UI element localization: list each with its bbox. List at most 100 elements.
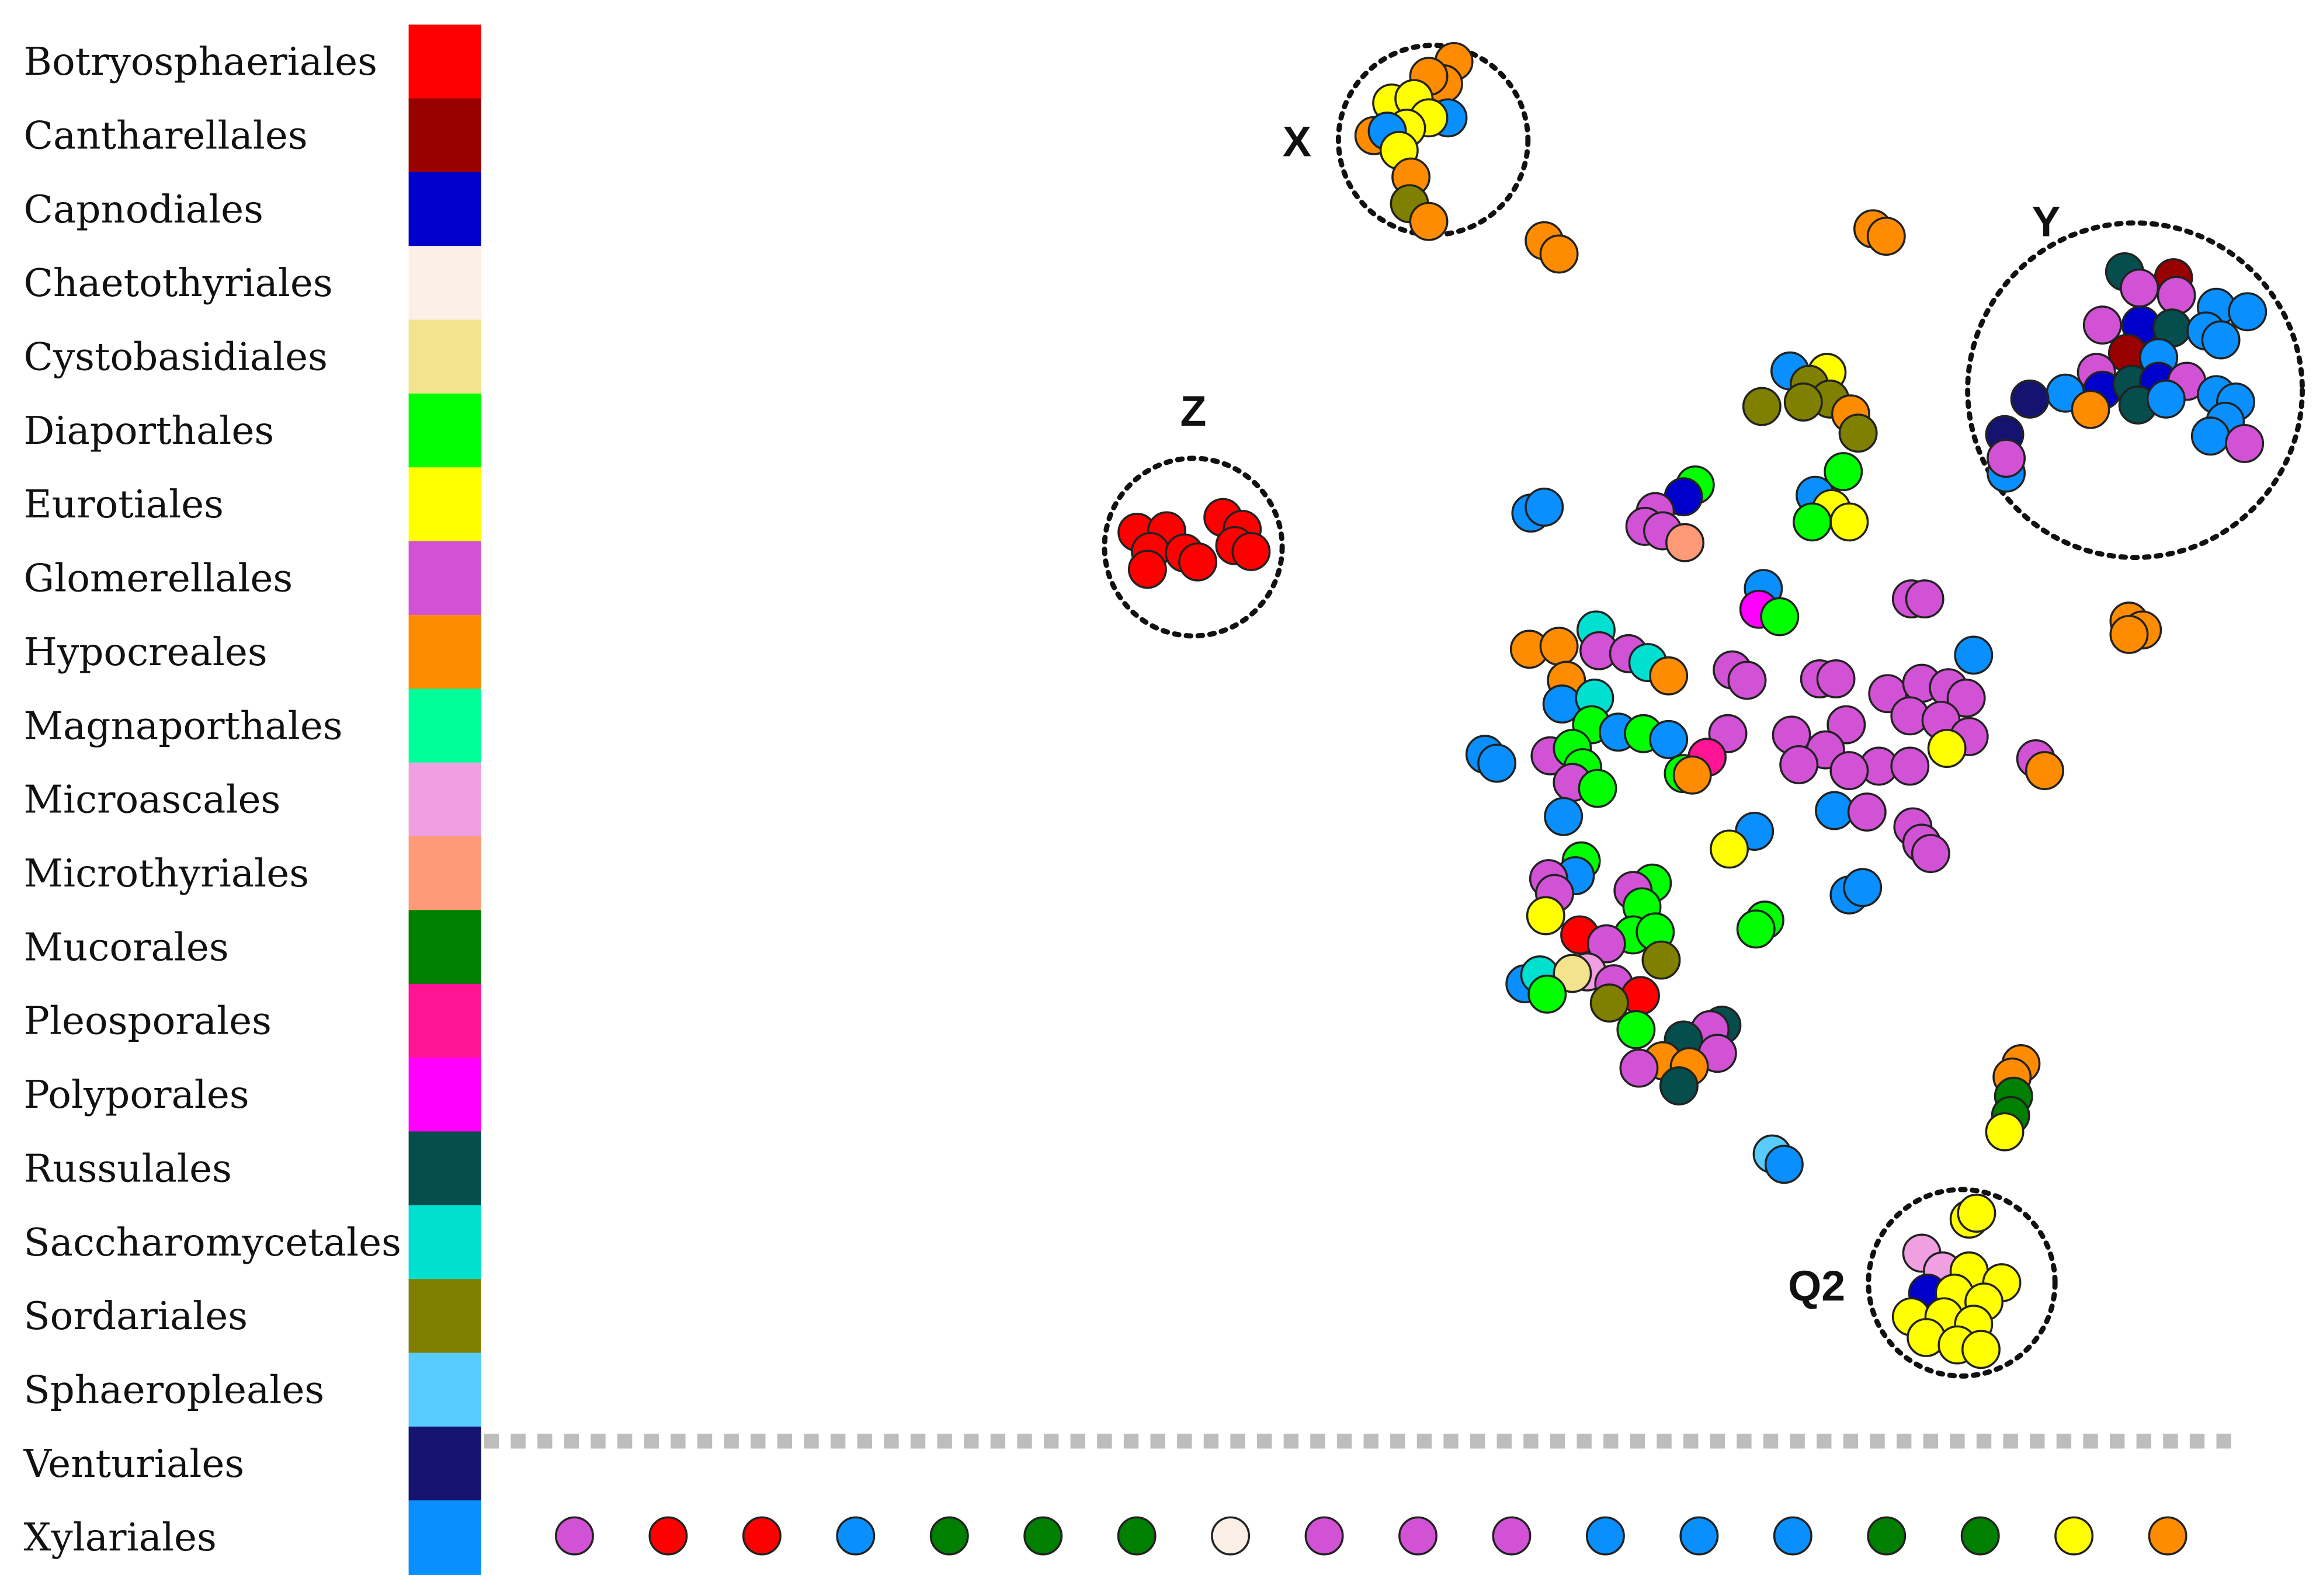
point-xylariales [2146, 379, 2186, 419]
point-diaporthales [1736, 909, 1776, 949]
bottom-point-glomerellales [1398, 1516, 1437, 1556]
legend-label-sordariales: Sordariales [24, 1294, 248, 1338]
legend-swatch-microthyriales [408, 836, 481, 911]
point-xylariales [1954, 635, 1994, 675]
point-xylariales [1815, 791, 1854, 830]
bottom-point-xylariales [1585, 1516, 1625, 1556]
legend-label-glomerellales: Glomerellales [24, 556, 293, 601]
legend-label-capnodiales: Capnodiales [24, 187, 263, 232]
legend-swatch-diaporthales [408, 393, 481, 468]
point-hypocreales [1649, 656, 1689, 696]
point-xylariales [1843, 868, 1883, 907]
cluster-outlines: X Y Z Q2 [1102, 43, 2305, 1379]
bottom-point-glomerellales [555, 1516, 594, 1556]
bottom-point-mucorales [929, 1516, 969, 1556]
point-xylariales [2201, 320, 2241, 360]
point-diaporthales [1824, 452, 1863, 492]
legend-label-chaetothyriales: Chaetothyriales [24, 260, 333, 305]
bottom-point-glomerellales [1304, 1516, 1344, 1556]
point-glomerellales [1727, 660, 1767, 700]
legend-swatch-cystobasidiales [408, 319, 481, 395]
point-eurotiales [1985, 1112, 2025, 1152]
legend-swatch-polyporales [408, 1058, 481, 1132]
legend-swatch-xylariales [408, 1500, 481, 1575]
legend-swatch-mucorales [408, 910, 481, 985]
legend-swatch-sordariales [408, 1279, 481, 1354]
legend-swatch-pleosporales [408, 983, 481, 1059]
point-hypocreales [1539, 627, 1579, 666]
point-botryosphaeriales [1127, 550, 1167, 589]
point-cystobasidiales [1553, 954, 1592, 993]
cluster-label-q2: Q2 [1788, 1261, 1845, 1310]
point-xylariales [1764, 1145, 1804, 1184]
legend-label-hypocreales: Hypocreales [24, 630, 268, 674]
legend-label-russulales: Russulales [24, 1146, 232, 1191]
point-diaporthales [1760, 597, 1800, 637]
point-glomerellales [1905, 579, 1944, 619]
point-hypocreales [1866, 217, 1906, 256]
legend-label-cantharellales: Cantharellales [24, 113, 308, 158]
legend-label-sphaeropleales: Sphaeropleales [24, 1368, 325, 1413]
point-glomerellales [1829, 751, 1869, 791]
bottom-point-botryosphaeriales [742, 1516, 782, 1556]
legend-label-venturiales: Venturiales [23, 1441, 245, 1486]
point-sordariales [1742, 387, 1782, 426]
point-hypocreales [1409, 201, 1449, 241]
bottom-point-mucorales [1960, 1516, 2000, 1556]
point-hypocreales [2025, 751, 2064, 791]
point-microthyriales [1665, 523, 1704, 562]
point-diaporthales [1578, 769, 1617, 808]
point-eurotiales [1829, 502, 1869, 542]
bottom-point-xylariales [1773, 1516, 1812, 1556]
bottom-row-points [555, 1516, 2187, 1556]
legend-label-saccharomycetales: Saccharomycetales [24, 1220, 401, 1265]
legend-label-eurotiales: Eurotiales [24, 482, 224, 527]
legend-swatch-microascales [408, 762, 481, 837]
bottom-point-mucorales [1023, 1516, 1063, 1556]
point-glomerellales [1619, 1048, 1659, 1088]
legend-label-microthyriales: Microthyriales [24, 851, 310, 896]
point-glomerellales [2225, 423, 2265, 463]
data-points [1117, 42, 2268, 1369]
point-glomerellales [1987, 439, 2026, 478]
cluster-label-y: Y [2032, 197, 2060, 246]
point-sordariales [1783, 382, 1823, 422]
point-sordariales [1589, 983, 1629, 1023]
bottom-point-eurotiales [2054, 1516, 2094, 1556]
point-russulales [1659, 1066, 1699, 1105]
point-diaporthales [1793, 502, 1832, 542]
legend-swatch-capnodiales [408, 172, 481, 247]
legend-swatch-sphaeropleales [408, 1352, 481, 1428]
point-glomerellales [2157, 276, 2196, 315]
point-glomerellales [1816, 659, 1856, 698]
legend-label-microascales: Microascales [24, 777, 281, 822]
bottom-point-xylariales [1679, 1516, 1719, 1556]
point-sordariales [1641, 940, 1681, 980]
point-hypocreales [2071, 390, 2110, 429]
cluster-outline-z [1102, 455, 1285, 639]
cluster-label-z: Z [1180, 387, 1207, 435]
cluster-label-x: X [1283, 117, 1311, 166]
legend-swatch-chaetothyriales [408, 246, 481, 321]
point-sordariales [1838, 413, 1878, 453]
legend-swatch-saccharomycetales [408, 1205, 481, 1280]
point-xylariales [1477, 743, 1517, 783]
legend-label-cystobasidiales: Cystobasidiales [24, 335, 328, 380]
point-eurotiales [1927, 729, 1967, 769]
point-eurotiales [1710, 829, 1749, 869]
legend-swatch-hypocreales [408, 614, 481, 690]
legend-swatch-venturiales [408, 1426, 481, 1501]
point-glomerellales [1827, 705, 1866, 745]
cluster-outline-q2 [1866, 1187, 2058, 1379]
point-glomerellales [1586, 924, 1626, 964]
legend-swatch-cantharellales [408, 98, 481, 173]
legend-label-mucorales: Mucorales [24, 924, 229, 969]
point-botryosphaeriales [1231, 532, 1271, 571]
legend-swatch-magnaporthales [408, 689, 481, 763]
legend-label-botryosphaeriales: Botryosphaeriales [24, 39, 377, 84]
legend-label-pleosporales: Pleosporales [24, 999, 272, 1044]
point-hypocreales [2109, 614, 2149, 654]
legend-swatch-botryosphaeriales [408, 25, 481, 99]
point-glomerellales [1946, 678, 1986, 718]
